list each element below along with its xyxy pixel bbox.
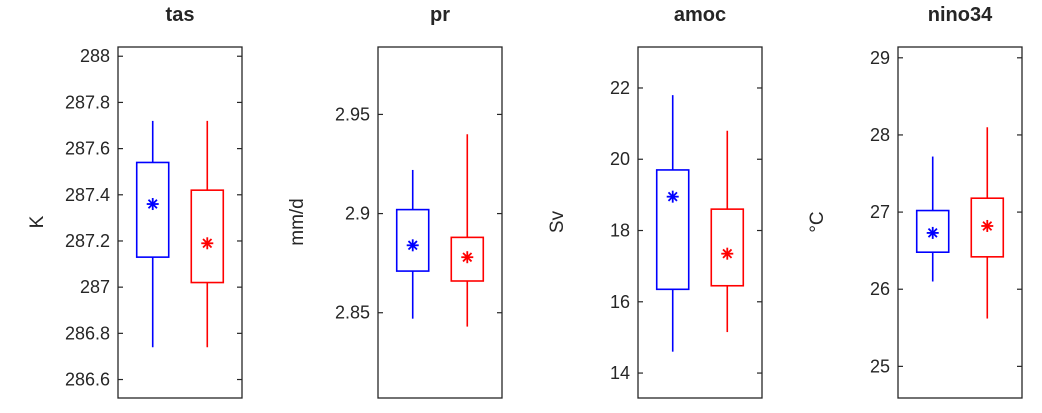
panel-pr: pr mm/d 2.85 2.9 2.95 — [260, 0, 520, 413]
svg-text:2.95: 2.95 — [335, 104, 370, 124]
svg-text:20: 20 — [610, 149, 630, 169]
svg-text:287.2: 287.2 — [65, 231, 110, 251]
svg-text:28: 28 — [870, 125, 890, 145]
svg-text:287.4: 287.4 — [65, 185, 110, 205]
svg-text:22: 22 — [610, 78, 630, 98]
svg-text:29: 29 — [870, 48, 890, 68]
svg-text:25: 25 — [870, 356, 890, 376]
svg-text:287.6: 287.6 — [65, 139, 110, 159]
svg-text:18: 18 — [610, 221, 630, 241]
panel-tas: tas K 286.6 286.8 287 287.2 287.4 287.6 287.8 2… — [0, 0, 260, 413]
panel-title-amoc: amoc — [673, 4, 727, 26]
svg-text:2.85: 2.85 — [335, 303, 370, 323]
panel-amoc: amoc Sv 14 16 18 20 22 — [520, 0, 780, 413]
plot-svg: 2.85 2.9 2.95 — [335, 46, 503, 399]
plot-svg: 286.6 286.8 287 287.2 287.4 287.6 287.8 288 — [65, 46, 243, 399]
svg-text:26: 26 — [870, 279, 890, 299]
svg-text:14: 14 — [610, 363, 630, 383]
svg-text:287.8: 287.8 — [65, 92, 110, 112]
svg-text:286.8: 286.8 — [65, 323, 110, 343]
plot-svg: 14 16 18 20 22 — [610, 46, 763, 399]
panel-title-tas: tas — [165, 4, 195, 26]
svg-text:2.9: 2.9 — [345, 204, 370, 224]
panel-nino34: nino34 °C 25 26 27 28 29 — [780, 0, 1040, 413]
svg-text:16: 16 — [610, 292, 630, 312]
panel-title-pr: pr — [430, 4, 450, 26]
svg-text:286.6: 286.6 — [65, 370, 110, 390]
svg-text:287: 287 — [80, 277, 110, 297]
panel-title-nino34: nino34 — [927, 4, 993, 26]
svg-text:288: 288 — [80, 46, 110, 66]
svg-text:27: 27 — [870, 202, 890, 222]
plot-svg: 25 26 27 28 29 — [870, 46, 1023, 399]
